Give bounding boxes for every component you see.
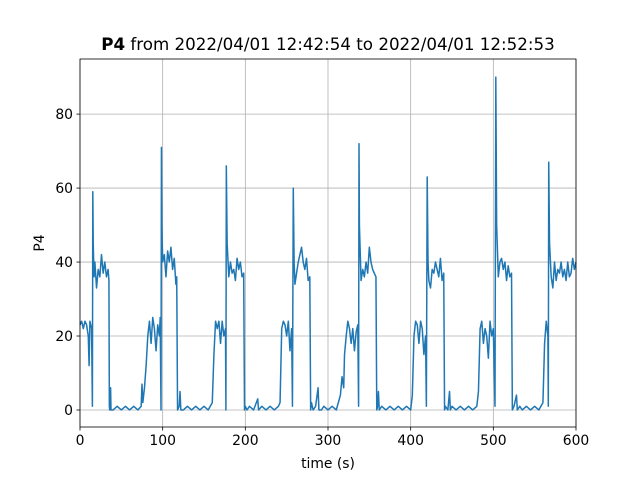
x-tick-label: 600	[563, 433, 590, 449]
x-axis-label: time (s)	[301, 456, 355, 472]
x-tick-label: 400	[397, 433, 424, 449]
x-tick-label: 200	[232, 433, 259, 449]
data-line	[79, 76, 577, 411]
y-axis-label: P4	[32, 234, 48, 251]
chart-title: P4 from 2022/04/01 12:42:54 to 2022/04/0…	[101, 34, 555, 54]
y-tick-label: 60	[55, 181, 73, 197]
y-tick-label: 40	[55, 255, 73, 271]
y-tick-label: 20	[55, 329, 73, 345]
title-rest: from 2022/04/01 12:42:54 to 2022/04/01 1…	[130, 34, 554, 54]
plot-frame	[79, 58, 577, 428]
x-tick-label: 100	[149, 433, 176, 449]
x-tick-label: 300	[315, 433, 342, 449]
x-tick-label: 0	[76, 433, 85, 449]
title-bold: P4	[101, 34, 125, 54]
y-tick-label: 0	[64, 403, 73, 419]
y-tick-label: 80	[55, 107, 73, 123]
x-tick-label: 500	[480, 433, 507, 449]
